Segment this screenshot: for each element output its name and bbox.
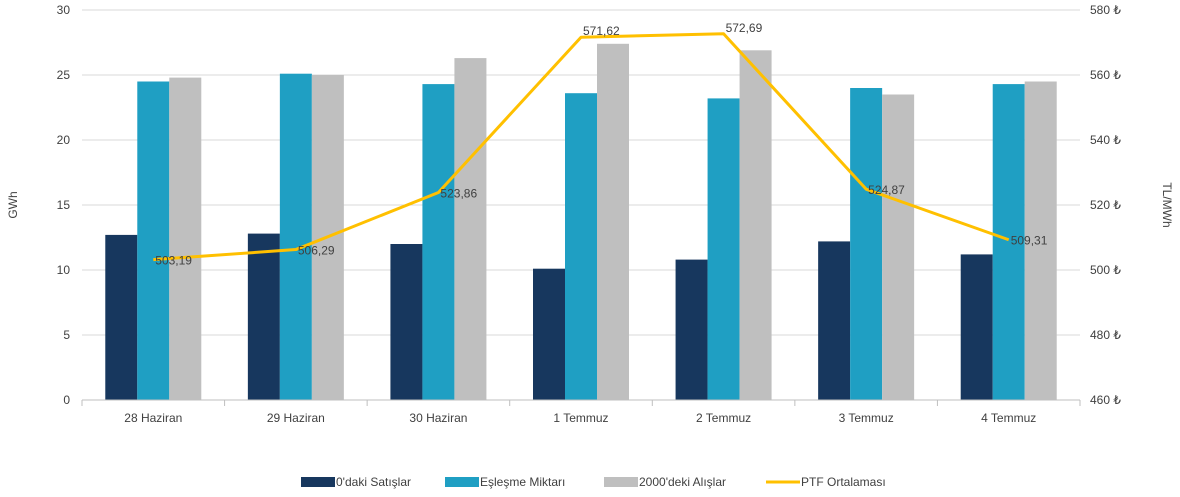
y2-tick-label: 500 ₺ bbox=[1090, 263, 1121, 277]
data-labels: 503,19 506,29 523,86 571,62 572,69 524,87 509,… bbox=[155, 21, 1047, 268]
y-tick-label: 5 bbox=[63, 328, 70, 342]
bar-eslesme bbox=[422, 84, 455, 400]
bar-satislar bbox=[247, 233, 280, 400]
axes: 0 5 10 15 20 25 30 460 ₺ 480 ₺ 500 ₺ 520 ₺ 540 ₺ 560… bbox=[57, 3, 1122, 425]
ptf-data-label: 523,86 bbox=[440, 186, 477, 200]
bar-eslesme bbox=[565, 93, 597, 400]
y-tick-label: 25 bbox=[57, 68, 71, 82]
legend: 0'daki Satışlar Eşleşme Miktarı 2000'deki … bbox=[301, 475, 886, 489]
bar-satislar bbox=[675, 259, 708, 400]
x-tick-label: 30 Haziran bbox=[409, 411, 467, 425]
legend-swatch bbox=[604, 477, 638, 487]
x-tick-label: 4 Temmuz bbox=[981, 411, 1036, 425]
y-tick-label: 30 bbox=[57, 3, 71, 17]
y-tick-label: 0 bbox=[63, 393, 70, 407]
y-tick-label: 20 bbox=[57, 133, 71, 147]
y2-tick-label: 480 ₺ bbox=[1090, 328, 1121, 342]
bar-alislar bbox=[739, 50, 772, 401]
bar-satislar bbox=[390, 244, 423, 400]
bar-eslesme bbox=[707, 98, 740, 401]
y2-tick-label: 460 ₺ bbox=[1090, 393, 1121, 407]
ptf-data-label: 509,31 bbox=[1011, 234, 1048, 248]
legend-label: 0'daki Satışlar bbox=[336, 475, 411, 489]
ptf-data-label: 572,69 bbox=[726, 21, 763, 35]
y2-tick-label: 540 ₺ bbox=[1090, 133, 1121, 147]
bar-eslesme bbox=[137, 81, 170, 400]
y2-axis-title: TL/MWh bbox=[1160, 182, 1174, 227]
ptf-data-label: 571,62 bbox=[583, 24, 620, 38]
legend-swatch bbox=[301, 477, 335, 487]
bar-alislar bbox=[454, 58, 487, 400]
legend-label: 2000'deki Alışlar bbox=[639, 475, 726, 489]
ptf-line-path bbox=[153, 32, 1010, 262]
x-tick-label: 28 Haziran bbox=[124, 411, 182, 425]
x-tick-label: 29 Haziran bbox=[267, 411, 325, 425]
bar-satislar bbox=[533, 268, 565, 400]
bars bbox=[105, 43, 1057, 401]
ptf-data-label: 506,29 bbox=[298, 244, 335, 258]
bar-eslesme bbox=[279, 73, 312, 400]
x-tick-label: 2 Temmuz bbox=[696, 411, 751, 425]
bar-satislar bbox=[960, 254, 993, 400]
legend-label: PTF Ortalaması bbox=[801, 475, 886, 489]
y2-tick-label: 560 ₺ bbox=[1090, 68, 1121, 82]
ptf-data-label: 503,19 bbox=[155, 254, 192, 268]
y2-tick-label: 520 ₺ bbox=[1090, 198, 1121, 212]
y2-tick-label: 580 ₺ bbox=[1090, 3, 1121, 17]
bar-eslesme bbox=[992, 84, 1025, 400]
x-tick-label: 3 Temmuz bbox=[839, 411, 894, 425]
y-axis-title: GWh bbox=[6, 191, 20, 218]
bar-alislar bbox=[882, 94, 915, 400]
ptf-line bbox=[153, 32, 1010, 262]
bar-alislar bbox=[1024, 81, 1057, 400]
legend-label: Eşleşme Miktarı bbox=[480, 475, 565, 489]
bar-eslesme bbox=[850, 88, 883, 400]
y-tick-label: 10 bbox=[57, 263, 71, 277]
y-tick-label: 15 bbox=[57, 198, 71, 212]
bar-satislar bbox=[105, 234, 138, 400]
x-tick-label: 1 Temmuz bbox=[553, 411, 608, 425]
legend-swatch bbox=[445, 477, 479, 487]
bar-alislar bbox=[597, 43, 629, 401]
ptf-data-label: 524,87 bbox=[868, 183, 905, 197]
bar-satislar bbox=[818, 241, 851, 400]
bar-alislar bbox=[169, 77, 202, 400]
